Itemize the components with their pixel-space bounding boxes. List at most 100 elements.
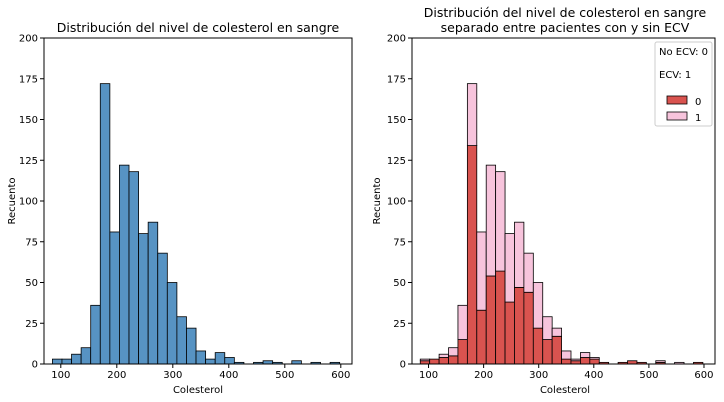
left-y-axis-label: Recuento: [7, 177, 18, 224]
left-bar-bin-2: [71, 353, 82, 365]
right-bar-series-1-bin-6: [476, 231, 487, 311]
legend-label-0: 0: [695, 97, 701, 108]
right-bar-series-0-bin-11: [523, 291, 534, 365]
left-y-tick-label-75: 75: [25, 237, 38, 248]
legend-label-1: 1: [695, 113, 701, 124]
left-x-tick-label-400: 400: [219, 370, 238, 381]
left-x-tick-label-600: 600: [331, 370, 350, 381]
left-bar-bin-10: [147, 221, 159, 365]
right-bar-series-1-bin-5: [466, 83, 478, 146]
right-bar-series-1-bin-2: [438, 353, 449, 358]
left-x-tick-label-200: 200: [107, 370, 126, 381]
left-x-tick-label-300: 300: [163, 370, 182, 381]
left-bar-bin-16: [205, 358, 216, 365]
right-bar-series-1-bin-12: [532, 282, 544, 329]
right-x-axis-label: Colesterol: [540, 385, 590, 396]
legend: No ECV: 0 ECV: 1 0 1: [654, 41, 713, 127]
right-bar-series-0-bin-6: [476, 309, 487, 365]
left-chart: 0 25 50 75 100 125 150 175 200 100 200 300 400 500 60…: [7, 20, 353, 396]
left-x-axis: 100 200 300 400 500 600: [51, 364, 350, 381]
right-bar-series-0-bin-2: [438, 357, 449, 365]
left-bar-bin-8: [128, 171, 139, 365]
right-bar-series-0-bin-15: [561, 358, 572, 365]
right-y-tick-label-25: 25: [393, 319, 406, 330]
left-histogram-bars: [52, 83, 341, 365]
right-bar-series-1-bin-8: [495, 171, 506, 272]
right-y-tick-label-125: 125: [387, 156, 406, 167]
left-x-tick-label-500: 500: [275, 370, 294, 381]
right-bar-series-1-bin-25: [655, 360, 666, 363]
left-bar-bin-11: [157, 252, 168, 365]
left-x-tick-label-100: 100: [51, 370, 70, 381]
right-bar-series-0-bin-17: [580, 357, 591, 365]
right-bar-series-1-bin-11: [523, 252, 534, 293]
left-bar-bin-4: [90, 304, 101, 365]
left-y-tick-label-200: 200: [19, 34, 38, 45]
right-histogram-bars: [419, 83, 704, 365]
right-bar-series-1-bin-13: [542, 316, 553, 340]
left-bar-bin-5: [99, 83, 111, 365]
right-x-tick-label-600: 600: [694, 370, 713, 381]
right-y-tick-label-50: 50: [393, 278, 406, 289]
legend-box: [654, 41, 713, 127]
left-y-tick-label-125: 125: [19, 156, 38, 167]
legend-swatch-1: [666, 111, 688, 121]
right-y-tick-label-100: 100: [387, 197, 406, 208]
right-bar-series-0-bin-3: [448, 355, 459, 365]
right-bar-series-1-bin-17: [580, 352, 591, 358]
right-bar-series-1-bin-10: [514, 221, 525, 288]
left-bar-bin-0: [52, 358, 63, 365]
right-bar-series-1-bin-3: [448, 347, 459, 357]
left-y-tick-label-25: 25: [25, 319, 38, 330]
right-bar-series-0-bin-12: [532, 327, 544, 365]
right-x-axis: 100 200 300 400 500 600: [419, 364, 714, 381]
left-chart-title: Distribución del nivel de colesterol en …: [57, 20, 340, 35]
right-bar-series-0-bin-9: [504, 301, 515, 365]
right-bar-series-1-bin-14: [551, 327, 562, 337]
right-chart-subtitle: separado entre pacientes con y sin ECV: [441, 20, 690, 35]
left-bar-bin-12: [166, 282, 178, 365]
left-bar-bin-18: [224, 357, 235, 365]
right-bar-series-0-bin-7: [485, 275, 497, 365]
right-bar-series-0-bin-8: [495, 270, 506, 365]
right-chart: 0 25 50 75 100 125 150 175 200 100 200 300 400 500 60…: [372, 5, 716, 396]
left-bar-bin-3: [80, 347, 92, 365]
right-y-axis: 0 25 50 75 100 125 150 175 200: [387, 34, 412, 371]
left-y-tick-label-175: 175: [19, 74, 38, 85]
left-y-axis: 0 25 50 75 100 125 150 175 200: [19, 34, 44, 371]
right-x-tick-label-200: 200: [474, 370, 493, 381]
right-y-tick-label-75: 75: [393, 237, 406, 248]
left-bar-bin-1: [61, 358, 72, 365]
left-bar-bin-7: [119, 164, 130, 365]
right-x-tick-label-500: 500: [639, 370, 658, 381]
left-bar-bin-13: [176, 316, 187, 365]
right-chart-title: Distribución del nivel de colesterol en …: [424, 5, 707, 20]
right-bar-series-0-bin-5: [466, 145, 478, 365]
right-bar-series-0-bin-14: [551, 335, 562, 365]
right-bar-series-1-bin-9: [504, 233, 515, 303]
right-bar-series-0-bin-18: [589, 358, 600, 365]
right-y-tick-label-200: 200: [387, 34, 406, 45]
right-bar-series-1-bin-18: [589, 357, 600, 360]
right-x-tick-label-100: 100: [419, 370, 438, 381]
left-bar-bin-17: [214, 352, 226, 365]
left-y-tick-label-150: 150: [19, 115, 38, 126]
left-bar-bin-15: [195, 350, 207, 365]
right-bar-series-0-bin-1: [429, 358, 440, 365]
legend-swatch-0: [666, 95, 688, 105]
right-x-tick-label-300: 300: [529, 370, 548, 381]
left-y-tick-label-0: 0: [32, 360, 38, 371]
right-bar-series-0-bin-4: [457, 339, 468, 365]
right-bar-series-0-bin-10: [514, 286, 525, 365]
left-bar-bin-9: [138, 233, 149, 365]
right-y-tick-label-175: 175: [387, 74, 406, 85]
legend-title-line-1: No ECV: 0: [659, 47, 708, 58]
right-bar-series-1-bin-0: [419, 358, 431, 362]
right-x-tick-label-400: 400: [584, 370, 603, 381]
right-bar-series-0-bin-13: [542, 339, 553, 365]
right-bar-series-1-bin-15: [561, 350, 572, 360]
legend-title-line-2: ECV: 1: [659, 70, 691, 81]
right-bar-series-1-bin-16: [570, 358, 581, 362]
right-y-tick-label-150: 150: [387, 115, 406, 126]
left-y-tick-label-100: 100: [19, 197, 38, 208]
